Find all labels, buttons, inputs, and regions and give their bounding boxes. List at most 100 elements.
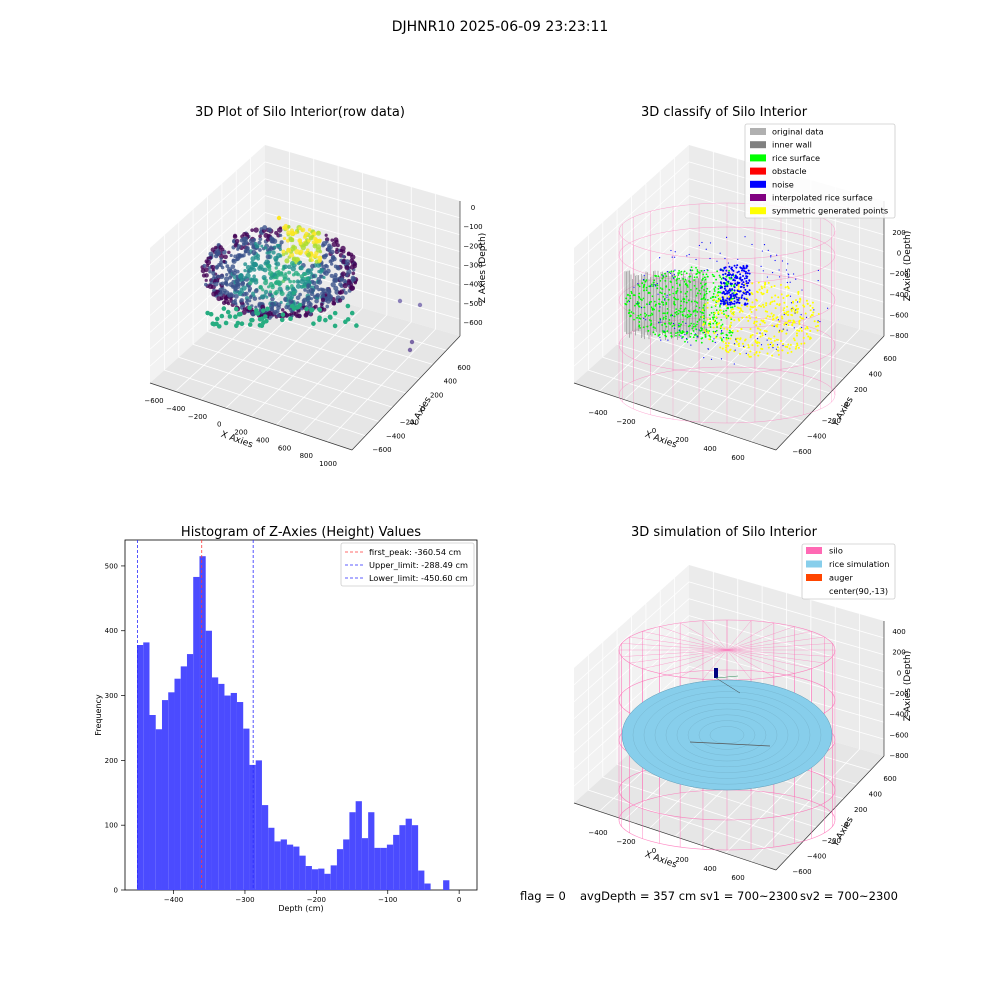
raw-point-cloud [200, 215, 423, 353]
symmetric-point [795, 304, 798, 307]
noise-point [666, 294, 668, 296]
noise-point [782, 344, 784, 347]
symmetric-point [780, 315, 783, 318]
symmetric-point [730, 299, 733, 302]
noise-point [681, 337, 683, 339]
ztick-simulation: 200 [892, 649, 905, 657]
rice-surface-point [681, 313, 684, 316]
rice-surface-point [659, 287, 662, 289]
noise-point [707, 348, 710, 350]
noise-point [722, 273, 725, 276]
symmetric-point [741, 310, 744, 313]
point [351, 276, 357, 282]
symmetric-point [719, 346, 722, 349]
noise-point [743, 303, 746, 306]
ytick-raw: 600 [457, 364, 470, 372]
noise-point [667, 271, 669, 273]
ztick-raw: −100 [463, 223, 482, 231]
symmetric-point [791, 306, 794, 309]
gridline [264, 195, 461, 253]
rice-surface-point [722, 310, 725, 313]
gridline [750, 328, 860, 442]
rice-surface-point [695, 339, 698, 342]
point [279, 317, 285, 323]
symmetric-point [753, 353, 756, 356]
hist-bar [243, 728, 250, 890]
hist-bar [374, 847, 381, 890]
symmetric-point [756, 332, 759, 335]
noise-point [684, 333, 686, 336]
point [303, 288, 307, 292]
symmetric-point [793, 339, 796, 342]
rice-surface-point [695, 333, 697, 336]
point [290, 238, 295, 243]
noise-point [706, 269, 708, 271]
symmetric-point [791, 323, 794, 326]
hist-bar [405, 818, 412, 890]
rice-surface-point [693, 323, 695, 325]
symmetric-point [750, 291, 753, 294]
rice-surface-point [645, 314, 648, 316]
ytick-simulation: 200 [854, 806, 867, 814]
symmetric-point [766, 352, 769, 355]
rice-surface-point [700, 287, 703, 289]
gridline [688, 598, 885, 656]
gridline [699, 314, 812, 426]
noise-point [769, 343, 771, 346]
rice-surface-point [638, 292, 641, 295]
point [265, 306, 270, 312]
point [224, 281, 228, 286]
point [333, 237, 339, 243]
rice-surface-point [703, 276, 706, 279]
rice-surface-point [725, 309, 728, 312]
rice-surface-point [670, 281, 673, 283]
rice-surface-point [647, 329, 650, 332]
point [343, 291, 348, 295]
gridline [573, 161, 690, 266]
rice-surface-point [730, 284, 733, 287]
ztick-raw: 0 [471, 204, 475, 212]
symmetric-point [747, 344, 750, 347]
symmetric-point [790, 313, 793, 316]
rice-surface-point [665, 325, 668, 328]
rice-surface-point [633, 318, 635, 321]
point [288, 295, 294, 301]
symmetric-point [746, 305, 749, 308]
rice-surface-point [638, 324, 641, 327]
point [302, 297, 308, 303]
symmetric-point [816, 321, 819, 324]
noise-point [722, 291, 725, 294]
point [277, 281, 282, 285]
rice-surface-point [721, 339, 723, 342]
rice-simulation-surface [621, 679, 833, 791]
point [243, 262, 248, 267]
point [306, 252, 312, 258]
gridline [264, 212, 461, 269]
hist-bar [399, 825, 406, 890]
point [251, 291, 256, 296]
point [289, 312, 293, 316]
point [219, 260, 224, 265]
point [230, 264, 236, 270]
symmetric-point [749, 308, 752, 311]
point [340, 271, 346, 277]
rice-surface-point [689, 281, 691, 283]
point [346, 251, 351, 256]
noise-point [766, 276, 769, 278]
rice-surface-point [692, 336, 695, 339]
noise-point [735, 296, 738, 299]
rice-surface-point [666, 330, 669, 333]
noise-point [637, 283, 639, 285]
noise-point [747, 281, 750, 284]
noise-point [737, 290, 740, 293]
rice-surface-point [706, 275, 709, 278]
legend-label: auger [829, 573, 853, 583]
y-tick-label: 400 [105, 627, 118, 635]
symmetric-point [737, 317, 740, 320]
rice-surface-point [694, 300, 696, 303]
noise-point [688, 253, 690, 256]
legend-label: obstacle [772, 166, 807, 176]
symmetric-point [798, 322, 801, 325]
silo-roof-strut [642, 631, 728, 651]
noise-point [713, 338, 715, 340]
